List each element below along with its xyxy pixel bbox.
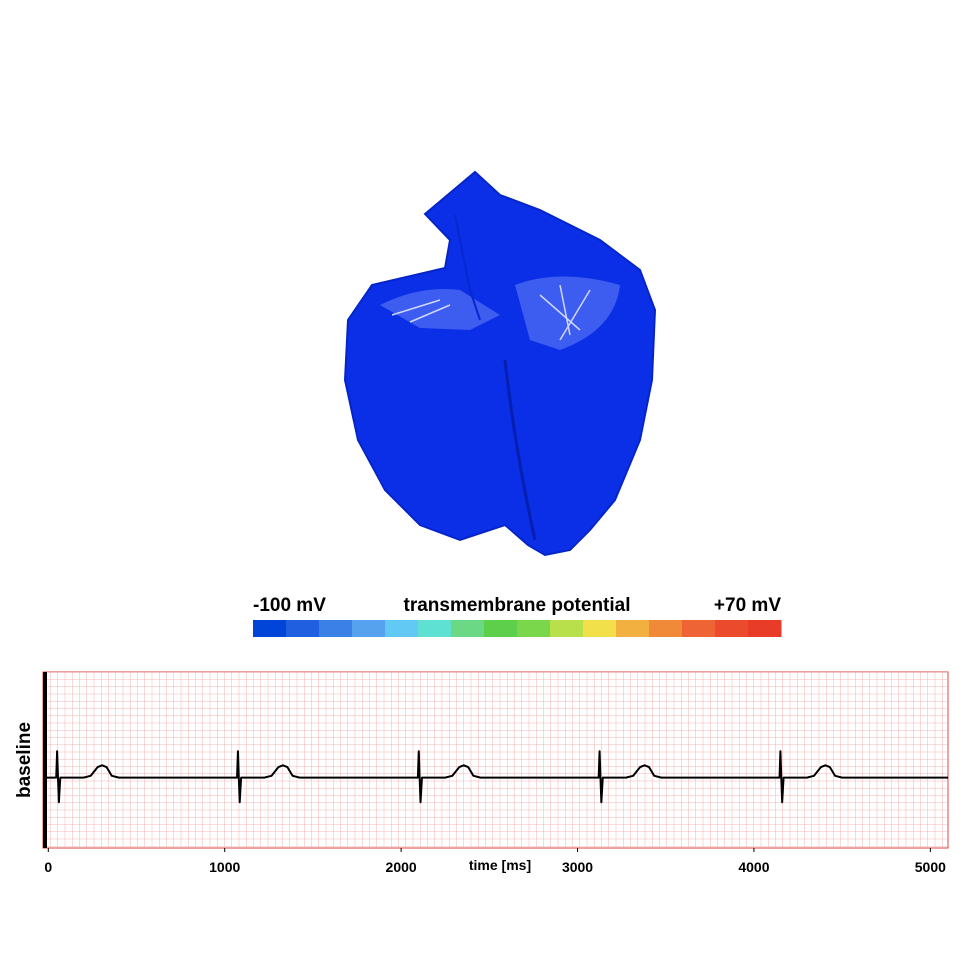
colorbar: -100 mV transmembrane potential +70 mV: [253, 595, 782, 637]
colorbar-swatch: [649, 620, 683, 637]
colorbar-swatch: [715, 620, 749, 637]
x-tick-label: 0: [44, 859, 52, 875]
colorbar-max-label: +70 mV: [714, 595, 781, 616]
colorbar-swatch: [484, 620, 518, 637]
x-tick-label: 2000: [386, 859, 417, 875]
colorbar-swatch: [583, 620, 617, 637]
ecg-grid-lines: [43, 672, 948, 848]
colorbar-swatch: [517, 620, 551, 637]
colorbar-swatch: [286, 620, 320, 637]
colorbar-swatch: [418, 620, 452, 637]
ecg-panel: baseline time [ms] 0 1000 2000 3000 4000 5000: [14, 671, 949, 875]
x-axis-label: time [ms]: [469, 857, 531, 873]
heart-model: [343, 170, 657, 557]
colorbar-swatch: [616, 620, 650, 637]
x-tick-label: 4000: [738, 859, 769, 875]
colorbar-title: transmembrane potential: [404, 595, 631, 616]
colorbar-swatch: [550, 620, 584, 637]
y-axis-label: baseline: [14, 722, 35, 798]
colorbar-swatch: [352, 620, 386, 637]
colorbar-swatch: [748, 620, 782, 637]
colorbar-swatch: [451, 620, 485, 637]
x-tick-label: 1000: [209, 859, 240, 875]
x-tick-label: 5000: [915, 859, 946, 875]
colorbar-swatch: [385, 620, 419, 637]
colorbar-swatch: [253, 620, 287, 637]
colorbar-swatch: [319, 620, 353, 637]
ecg-trace: [43, 750, 948, 804]
ecg-left-bar: [43, 672, 47, 848]
x-tick-label: 3000: [562, 859, 593, 875]
colorbar-min-label: -100 mV: [253, 595, 326, 616]
colorbar-swatch: [682, 620, 716, 637]
